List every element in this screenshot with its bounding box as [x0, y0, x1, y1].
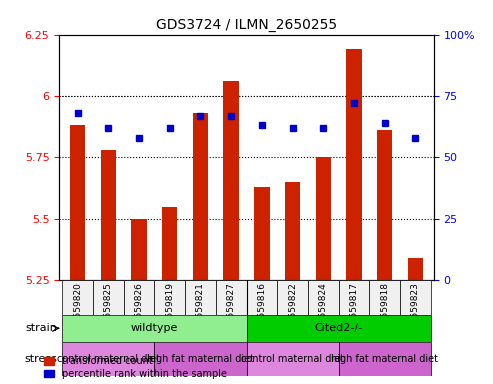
FancyBboxPatch shape: [124, 280, 154, 315]
Text: control maternal diet: control maternal diet: [241, 354, 344, 364]
Text: stress: stress: [25, 354, 58, 364]
Bar: [408, 258, 423, 280]
FancyBboxPatch shape: [154, 280, 185, 315]
FancyBboxPatch shape: [246, 315, 431, 342]
FancyBboxPatch shape: [93, 280, 124, 315]
Text: GSM559816: GSM559816: [257, 282, 266, 337]
Text: GSM559823: GSM559823: [411, 282, 420, 337]
Text: GSM559826: GSM559826: [135, 282, 143, 337]
Text: GSM559825: GSM559825: [104, 282, 113, 337]
Bar: [377, 131, 392, 280]
Text: wildtype: wildtype: [131, 323, 178, 333]
Text: control maternal diet: control maternal diet: [57, 354, 160, 364]
FancyBboxPatch shape: [339, 280, 369, 315]
Bar: [162, 207, 177, 280]
FancyBboxPatch shape: [154, 342, 246, 376]
FancyBboxPatch shape: [246, 280, 277, 315]
Text: GSM559822: GSM559822: [288, 282, 297, 337]
Bar: [101, 150, 116, 280]
Text: strain: strain: [26, 323, 58, 333]
Text: high fat maternal diet: high fat maternal diet: [147, 354, 254, 364]
Text: GSM559827: GSM559827: [227, 282, 236, 337]
Text: GSM559819: GSM559819: [165, 282, 174, 337]
Text: high fat maternal diet: high fat maternal diet: [331, 354, 438, 364]
Text: GSM559818: GSM559818: [380, 282, 389, 337]
Bar: [70, 126, 85, 280]
Text: Cited2-/-: Cited2-/-: [315, 323, 363, 333]
Bar: [285, 182, 300, 280]
Bar: [316, 157, 331, 280]
Title: GDS3724 / ILMN_2650255: GDS3724 / ILMN_2650255: [156, 18, 337, 32]
Legend: transformed count, percentile rank within the sample: transformed count, percentile rank withi…: [44, 356, 227, 379]
Text: GSM559821: GSM559821: [196, 282, 205, 337]
Text: GSM559824: GSM559824: [319, 282, 328, 337]
Bar: [254, 187, 270, 280]
FancyBboxPatch shape: [246, 342, 339, 376]
FancyBboxPatch shape: [216, 280, 246, 315]
Text: GSM559820: GSM559820: [73, 282, 82, 337]
FancyBboxPatch shape: [277, 280, 308, 315]
FancyBboxPatch shape: [308, 280, 339, 315]
Bar: [131, 219, 147, 280]
FancyBboxPatch shape: [185, 280, 216, 315]
Bar: [223, 81, 239, 280]
FancyBboxPatch shape: [400, 280, 431, 315]
FancyBboxPatch shape: [339, 342, 431, 376]
FancyBboxPatch shape: [369, 280, 400, 315]
Bar: [346, 49, 362, 280]
FancyBboxPatch shape: [62, 315, 246, 342]
FancyBboxPatch shape: [62, 342, 154, 376]
FancyBboxPatch shape: [62, 280, 93, 315]
Text: GSM559817: GSM559817: [350, 282, 358, 337]
Bar: [193, 113, 208, 280]
